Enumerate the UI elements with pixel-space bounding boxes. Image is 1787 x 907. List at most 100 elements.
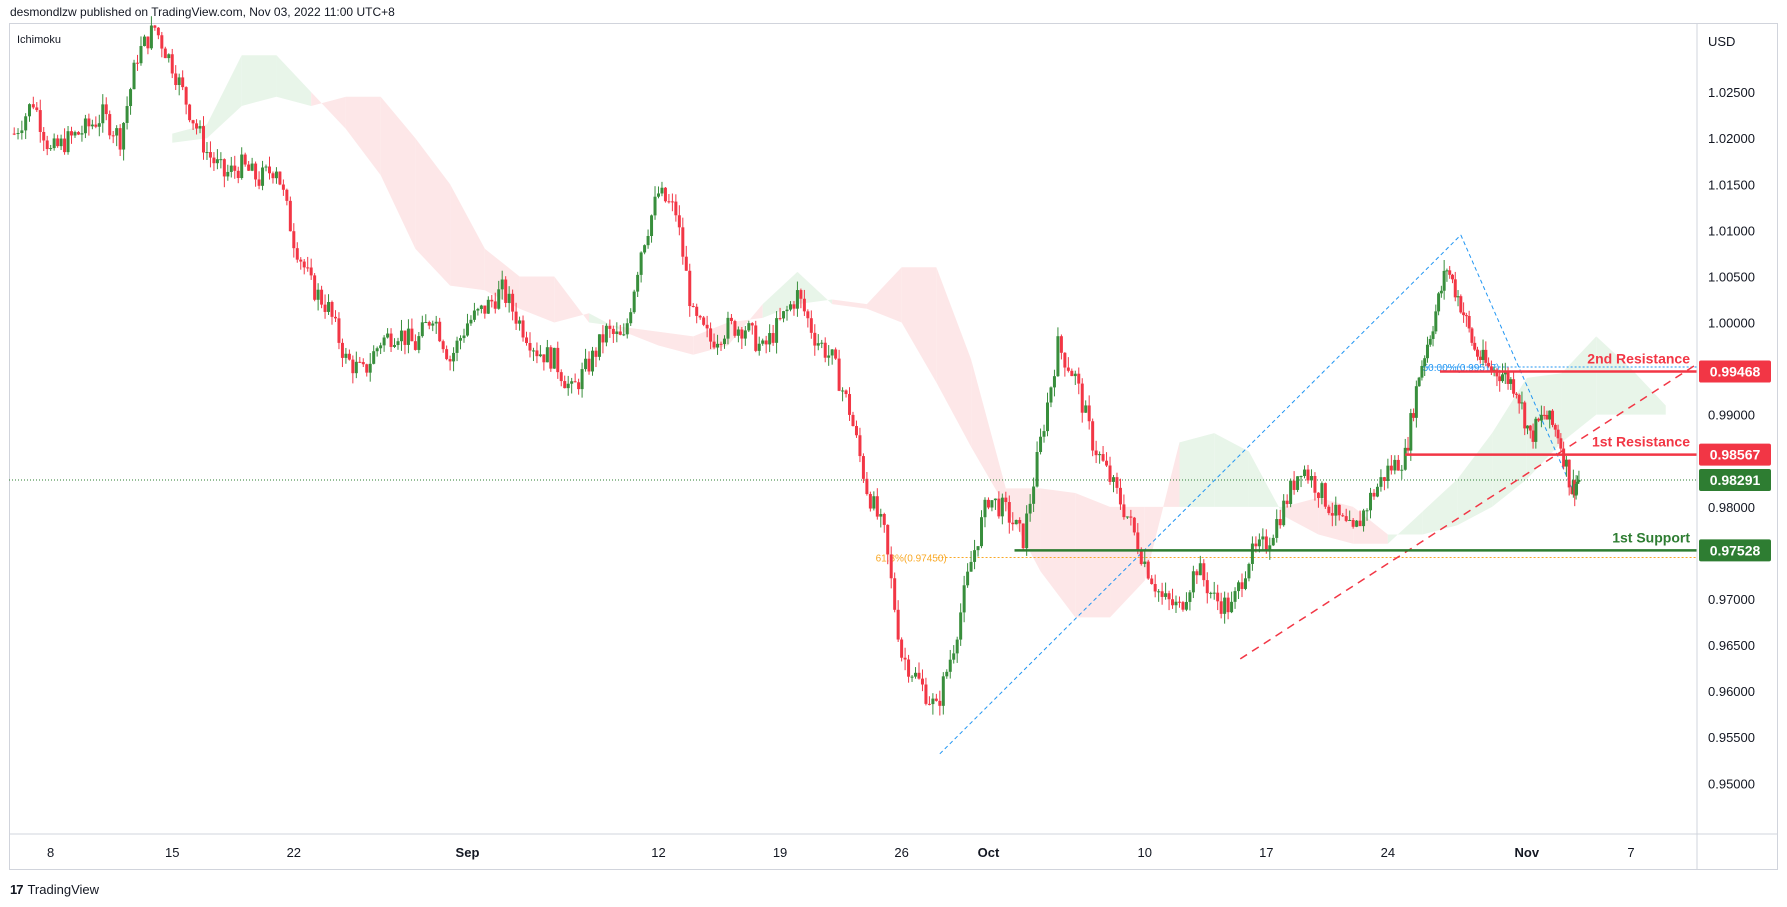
candle-body [1021,523,1025,549]
candle-body [1382,477,1386,481]
support-trendline [1239,363,1698,660]
candle-body [358,361,362,363]
candle-body [893,578,897,610]
cloud-segment [1422,479,1458,535]
candle-body [702,317,706,325]
candle-body [111,135,115,137]
candle-body [1035,452,1039,487]
candle-body [1372,492,1376,497]
candle-body [698,315,702,318]
candle-body [799,290,803,299]
candle-body [768,333,772,345]
candle-body [792,304,796,309]
cloud-segment [1353,506,1388,544]
cloud-segment [276,55,312,106]
candle-body [618,331,622,335]
candle-body [1268,545,1272,551]
candle-body [1425,344,1429,359]
candle-body [507,293,511,303]
price-scale-currency[interactable]: USD [1708,34,1736,49]
candle-body [1439,290,1443,294]
candle-body [886,524,890,555]
publisher-text: desmondlzw published on TradingView.com,… [10,5,395,19]
candle-body [1512,379,1516,394]
candle-body [1285,500,1289,505]
candle-body [1313,475,1317,493]
candle-body [66,131,70,153]
candle-body [733,321,737,336]
candle-body [1400,469,1404,471]
candle-body [650,215,654,237]
candle-body [677,215,681,228]
candle-body [1577,479,1581,482]
candle-body [1198,563,1202,576]
cloud-segment [206,55,242,139]
candle-body [330,302,334,317]
candle-body [986,499,990,508]
candle-body [122,122,126,150]
candle-body [323,304,327,312]
candle-body [938,700,942,706]
candle-body [1143,561,1147,564]
candle-body [1070,370,1074,377]
candle-body [608,325,612,329]
candle-body [344,353,348,358]
candle-body [1240,582,1244,589]
candle-body [295,248,299,260]
candle-body [1386,465,1390,481]
candle-body [1475,349,1479,357]
y-tick-label: 1.02000 [1708,131,1755,146]
candle-body [73,132,77,136]
candle-body [667,201,671,203]
candle-body [1091,421,1095,451]
x-tick-label: Nov [1515,845,1540,860]
indicator-legend-ichimoku[interactable]: Ichimoku [17,34,62,46]
candle-body [264,166,268,168]
candle-body [302,261,306,268]
level-name: 1st Support [1612,529,1690,545]
candle-body [452,352,456,362]
candle-body [379,345,383,349]
candle-body [775,318,779,343]
candle-body [94,124,98,127]
candle-body [1355,520,1359,527]
candle-body [226,171,230,177]
candle-body [827,355,831,358]
candle-body [719,343,723,345]
candle-body [1150,578,1154,585]
last-price-tag [1699,469,1771,492]
y-tick-label: 0.98000 [1708,500,1755,515]
candle-body [875,496,879,517]
candle-body [1406,447,1410,451]
candle-body [1448,270,1452,275]
candle-body [1254,543,1258,547]
candle-body [243,154,247,165]
candle-body [820,342,824,344]
candle-body [973,550,977,562]
candle-body [545,347,549,363]
candle-body [1389,465,1393,471]
x-tick-label: 22 [287,845,301,860]
candle-body [1247,563,1251,579]
candle-body [438,321,442,342]
candle-body [681,227,685,257]
candle-body [754,325,758,351]
candle-body [1171,599,1175,606]
candle-body [1094,450,1098,456]
candle-body [743,330,747,339]
candle-body [1396,459,1400,471]
candle-body [299,259,303,262]
candle-body [882,514,886,525]
candle-body [12,133,16,135]
candle-body [691,306,695,308]
candle-body [188,104,192,121]
candle-body [212,157,216,164]
candle-body [403,330,407,345]
candle-body [1545,414,1549,420]
candle-body [844,390,848,395]
candle-body [1278,519,1282,526]
cloud-segment [623,327,659,346]
candle-body [70,131,74,136]
footer: 17 TradingView [10,882,99,897]
